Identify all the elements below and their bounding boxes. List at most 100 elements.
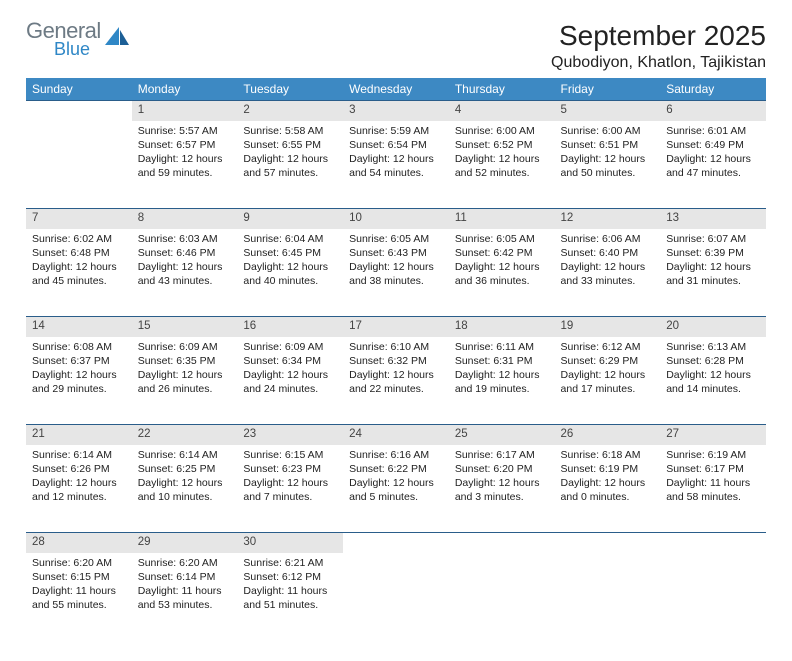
daylight-line: Daylight: 12 hours and 17 minutes. [561,368,655,396]
sunrise-line: Sunrise: 6:20 AM [138,556,232,570]
day-number-cell: 19 [555,317,661,337]
day-content-cell [555,553,661,641]
sunrise-line: Sunrise: 5:58 AM [243,124,337,138]
day-number-cell: 2 [237,101,343,121]
sunset-line: Sunset: 6:15 PM [32,570,126,584]
sunrise-line: Sunrise: 6:15 AM [243,448,337,462]
daylight-line: Daylight: 12 hours and 31 minutes. [666,260,760,288]
sunset-line: Sunset: 6:12 PM [243,570,337,584]
day-content-cell: Sunrise: 6:00 AMSunset: 6:51 PMDaylight:… [555,121,661,209]
day-number-cell: 18 [449,317,555,337]
sunset-line: Sunset: 6:52 PM [455,138,549,152]
day-number-cell: 29 [132,533,238,553]
logo: General Blue [26,20,131,58]
day-number-cell [26,101,132,121]
sunrise-line: Sunrise: 6:05 AM [349,232,443,246]
calendar-body: 123456Sunrise: 5:57 AMSunset: 6:57 PMDay… [26,101,766,641]
day-content-cell: Sunrise: 5:59 AMSunset: 6:54 PMDaylight:… [343,121,449,209]
sunset-line: Sunset: 6:20 PM [455,462,549,476]
day-number-cell: 7 [26,209,132,229]
daylight-line: Daylight: 12 hours and 26 minutes. [138,368,232,396]
daylight-line: Daylight: 12 hours and 50 minutes. [561,152,655,180]
day-content-cell: Sunrise: 6:05 AMSunset: 6:43 PMDaylight:… [343,229,449,317]
daylight-line: Daylight: 12 hours and 57 minutes. [243,152,337,180]
daylight-line: Daylight: 12 hours and 7 minutes. [243,476,337,504]
sunrise-line: Sunrise: 6:04 AM [243,232,337,246]
day-content-cell: Sunrise: 6:08 AMSunset: 6:37 PMDaylight:… [26,337,132,425]
sunrise-line: Sunrise: 6:20 AM [32,556,126,570]
day-content-cell: Sunrise: 6:01 AMSunset: 6:49 PMDaylight:… [660,121,766,209]
daylight-line: Daylight: 12 hours and 54 minutes. [349,152,443,180]
day-number-cell: 15 [132,317,238,337]
daylight-line: Daylight: 12 hours and 10 minutes. [138,476,232,504]
day-content-row: Sunrise: 6:20 AMSunset: 6:15 PMDaylight:… [26,553,766,641]
daylight-line: Daylight: 12 hours and 3 minutes. [455,476,549,504]
day-content-cell: Sunrise: 6:12 AMSunset: 6:29 PMDaylight:… [555,337,661,425]
daylight-line: Daylight: 12 hours and 59 minutes. [138,152,232,180]
day-number-cell: 6 [660,101,766,121]
sunrise-line: Sunrise: 6:14 AM [32,448,126,462]
day-content-cell: Sunrise: 6:21 AMSunset: 6:12 PMDaylight:… [237,553,343,641]
day-number-cell [660,533,766,553]
day-content-cell: Sunrise: 6:15 AMSunset: 6:23 PMDaylight:… [237,445,343,533]
sunrise-line: Sunrise: 6:05 AM [455,232,549,246]
day-number-cell: 17 [343,317,449,337]
day-number-cell: 10 [343,209,449,229]
daylight-line: Daylight: 12 hours and 40 minutes. [243,260,337,288]
sunset-line: Sunset: 6:23 PM [243,462,337,476]
day-number-cell: 21 [26,425,132,445]
daylight-line: Daylight: 12 hours and 14 minutes. [666,368,760,396]
sail-icon [105,27,131,54]
month-title: September 2025 [551,20,766,52]
daylight-line: Daylight: 12 hours and 43 minutes. [138,260,232,288]
day-content-row: Sunrise: 6:08 AMSunset: 6:37 PMDaylight:… [26,337,766,425]
day-content-cell: Sunrise: 6:17 AMSunset: 6:20 PMDaylight:… [449,445,555,533]
daylight-line: Daylight: 12 hours and 33 minutes. [561,260,655,288]
day-content-cell [343,553,449,641]
day-content-cell: Sunrise: 6:14 AMSunset: 6:26 PMDaylight:… [26,445,132,533]
day-content-cell: Sunrise: 6:00 AMSunset: 6:52 PMDaylight:… [449,121,555,209]
day-number-cell: 1 [132,101,238,121]
sunset-line: Sunset: 6:14 PM [138,570,232,584]
day-number-cell: 20 [660,317,766,337]
sunrise-line: Sunrise: 6:00 AM [561,124,655,138]
sunset-line: Sunset: 6:40 PM [561,246,655,260]
weekday-header: Sunday [26,78,132,101]
day-content-cell: Sunrise: 6:05 AMSunset: 6:42 PMDaylight:… [449,229,555,317]
day-content-cell: Sunrise: 6:13 AMSunset: 6:28 PMDaylight:… [660,337,766,425]
location-text: Qubodiyon, Khatlon, Tajikistan [551,54,766,72]
day-content-cell: Sunrise: 6:02 AMSunset: 6:48 PMDaylight:… [26,229,132,317]
day-number-cell: 9 [237,209,343,229]
sunrise-line: Sunrise: 6:07 AM [666,232,760,246]
sunset-line: Sunset: 6:22 PM [349,462,443,476]
sunrise-line: Sunrise: 6:09 AM [243,340,337,354]
day-number-cell: 13 [660,209,766,229]
sunset-line: Sunset: 6:28 PM [666,354,760,368]
sunset-line: Sunset: 6:35 PM [138,354,232,368]
day-content-cell: Sunrise: 6:20 AMSunset: 6:14 PMDaylight:… [132,553,238,641]
sunrise-line: Sunrise: 6:11 AM [455,340,549,354]
daylight-line: Daylight: 11 hours and 58 minutes. [666,476,760,504]
sunrise-line: Sunrise: 6:13 AM [666,340,760,354]
logo-text: General Blue [26,20,101,58]
daylight-line: Daylight: 12 hours and 19 minutes. [455,368,549,396]
sunrise-line: Sunrise: 6:19 AM [666,448,760,462]
sunset-line: Sunset: 6:45 PM [243,246,337,260]
weekday-header: Saturday [660,78,766,101]
day-number-cell: 11 [449,209,555,229]
day-content-cell: Sunrise: 6:10 AMSunset: 6:32 PMDaylight:… [343,337,449,425]
sunset-line: Sunset: 6:17 PM [666,462,760,476]
day-number-cell: 27 [660,425,766,445]
day-number-row: 21222324252627 [26,425,766,445]
page-root: General Blue September 2025 Qubodiyon, K… [0,0,792,661]
sunset-line: Sunset: 6:31 PM [455,354,549,368]
sunrise-line: Sunrise: 6:12 AM [561,340,655,354]
day-number-row: 78910111213 [26,209,766,229]
day-number-cell: 24 [343,425,449,445]
day-content-cell: Sunrise: 6:18 AMSunset: 6:19 PMDaylight:… [555,445,661,533]
sunrise-line: Sunrise: 6:09 AM [138,340,232,354]
sunset-line: Sunset: 6:54 PM [349,138,443,152]
sunset-line: Sunset: 6:19 PM [561,462,655,476]
sunset-line: Sunset: 6:37 PM [32,354,126,368]
logo-word-blue: Blue [54,40,101,58]
